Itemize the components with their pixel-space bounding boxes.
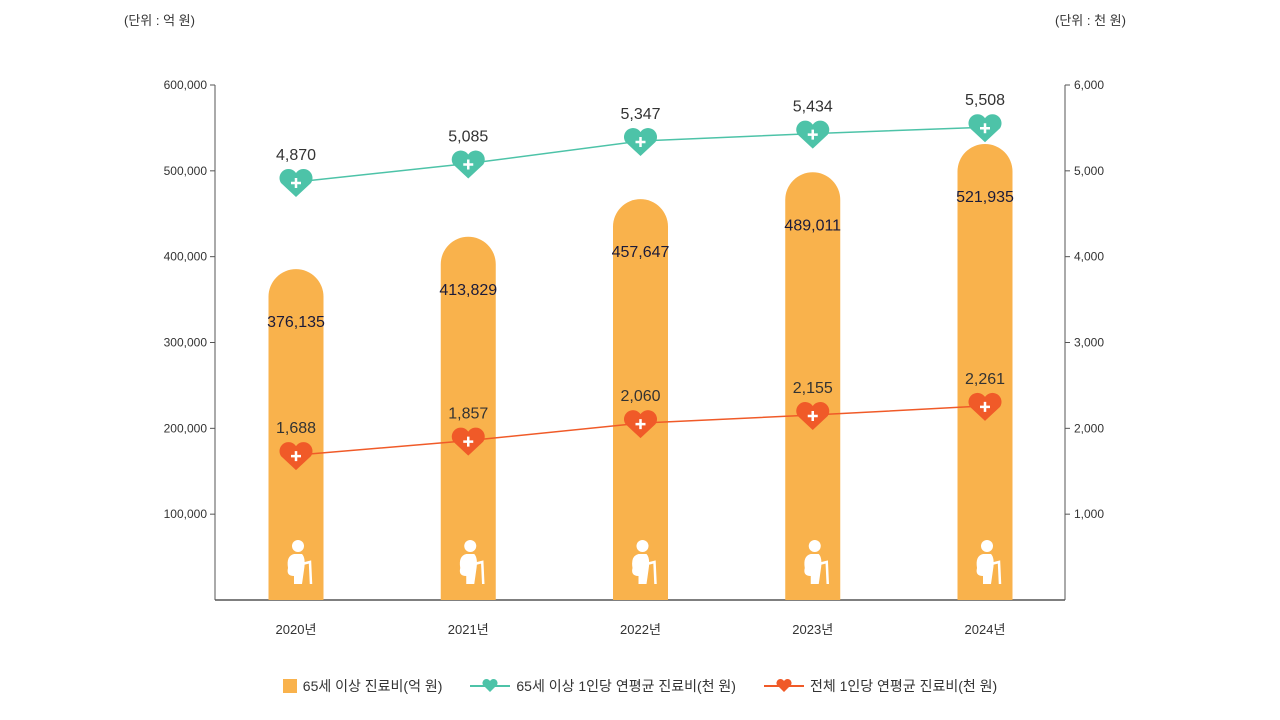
elderly-person-with-cane-icon	[459, 540, 485, 585]
line-data-label: 5,085	[448, 129, 488, 146]
bar	[613, 199, 668, 600]
left-axis-tick-label: 100,000	[164, 507, 208, 521]
line-data-label: 1,857	[448, 406, 488, 423]
bar-data-label: 413,829	[439, 282, 497, 299]
plus-sign	[291, 451, 301, 462]
elderly-person-with-cane-icon	[804, 540, 829, 585]
plus-sign	[635, 137, 646, 148]
legend-heart-icon-green	[470, 678, 511, 692]
icon-head	[981, 540, 993, 552]
right-axis-tick-label: 2,000	[1074, 421, 1104, 435]
heart-plus-icon	[451, 427, 485, 456]
legend-item-elderly-line: 65세 이상 1인당 연평균 진료비(천 원)	[470, 676, 736, 696]
bar-data-label: 521,935	[956, 189, 1014, 206]
legend-label: 전체 1인당 연평균 진료비(천 원)	[809, 678, 998, 694]
bar-data-label: 376,135	[267, 314, 325, 331]
plus-sign	[980, 401, 990, 412]
icon-head	[464, 540, 477, 552]
x-axis-tick-label: 2020년	[276, 622, 317, 637]
legend-swatch-bar	[282, 679, 297, 693]
left-axis-tick-label: 600,000	[164, 78, 208, 92]
x-axis-tick-label: 2024년	[965, 622, 1006, 637]
left-axis-tick-label: 500,000	[164, 164, 208, 178]
heart-plus-icon	[968, 392, 1002, 421]
legend-heart-icon-red	[763, 678, 804, 692]
plus-sign	[980, 123, 990, 134]
icon-body	[287, 554, 305, 584]
heart-plus-icon	[279, 442, 313, 471]
icon-cane	[818, 560, 829, 585]
heart-plus-icon	[451, 150, 485, 179]
line-data-label: 2,155	[793, 380, 833, 397]
left-unit-label: (단위 : 억 원)	[124, 13, 195, 28]
plus-sign	[807, 411, 818, 422]
line-data-label: 5,508	[965, 92, 1005, 109]
bar	[440, 236, 496, 600]
legend-label: 65세 이상 진료비(억 원)	[302, 678, 443, 694]
elderly-person-with-cane-icon	[632, 540, 657, 585]
bar	[268, 269, 324, 600]
heart-plus-icon	[279, 168, 313, 197]
left-axis-tick-label: 200,000	[164, 421, 208, 435]
line-data-label: 5,347	[620, 106, 660, 123]
heart-plus-icon	[968, 114, 1002, 143]
icon-cane	[473, 560, 485, 585]
heart-plus-icon	[623, 410, 658, 439]
elderly-person-with-cane-icon	[287, 540, 313, 585]
legend-item-total-line: 전체 1인당 연평균 진료비(천 원)	[763, 676, 998, 696]
left-axis-tick-label: 400,000	[164, 250, 208, 264]
plus-sign	[291, 177, 301, 188]
icon-body	[459, 554, 477, 584]
x-axis-tick-label: 2022년	[620, 622, 661, 637]
icon-head	[636, 540, 649, 552]
right-axis-tick-label: 1,000	[1074, 507, 1104, 521]
heart-plus-icon	[796, 120, 830, 149]
bar	[785, 172, 841, 600]
legend-item-bar: 65세 이상 진료비(억 원)	[282, 676, 443, 696]
right-axis-tick-label: 4,000	[1074, 250, 1104, 264]
line-data-label: 2,261	[965, 371, 1005, 388]
bar-data-label: 457,647	[612, 244, 670, 261]
plus-sign	[807, 129, 818, 140]
icon-cane	[301, 560, 313, 585]
legend: 65세 이상 진료비(억 원) 65세 이상 1인당 연평균 진료비(천 원) …	[0, 676, 1280, 696]
bar-data-label: 489,011	[784, 217, 841, 234]
heart-plus-icon	[796, 402, 830, 431]
icon-head	[808, 540, 821, 552]
plus-sign	[463, 159, 474, 170]
elderly-person-with-cane-icon	[976, 540, 1002, 585]
icon-body	[976, 554, 994, 584]
line-data-label: 4,870	[276, 147, 316, 164]
plus-sign	[463, 436, 474, 447]
line-data-label: 2,060	[620, 388, 660, 405]
x-axis-tick-label: 2023년	[792, 622, 833, 637]
heart-plus-icon	[623, 128, 658, 157]
right-axis-tick-label: 3,000	[1074, 336, 1104, 350]
right-axis-tick-label: 6,000	[1074, 78, 1104, 92]
icon-cane	[990, 560, 1002, 585]
icon-body	[804, 554, 822, 584]
bar	[957, 144, 1013, 600]
plus-sign	[635, 419, 646, 430]
legend-label: 65세 이상 1인당 연평균 진료비(천 원)	[516, 678, 736, 694]
x-axis-tick-label: 2021년	[448, 622, 489, 637]
left-axis-tick-label: 300,000	[164, 336, 208, 350]
line-data-label: 5,434	[793, 99, 833, 116]
icon-head	[292, 540, 304, 552]
icon-cane	[646, 560, 657, 585]
right-axis-tick-label: 5,000	[1074, 164, 1104, 178]
right-unit-label: (단위 : 천 원)	[1055, 13, 1126, 28]
icon-body	[632, 554, 650, 584]
line-data-label: 1,688	[276, 420, 316, 437]
